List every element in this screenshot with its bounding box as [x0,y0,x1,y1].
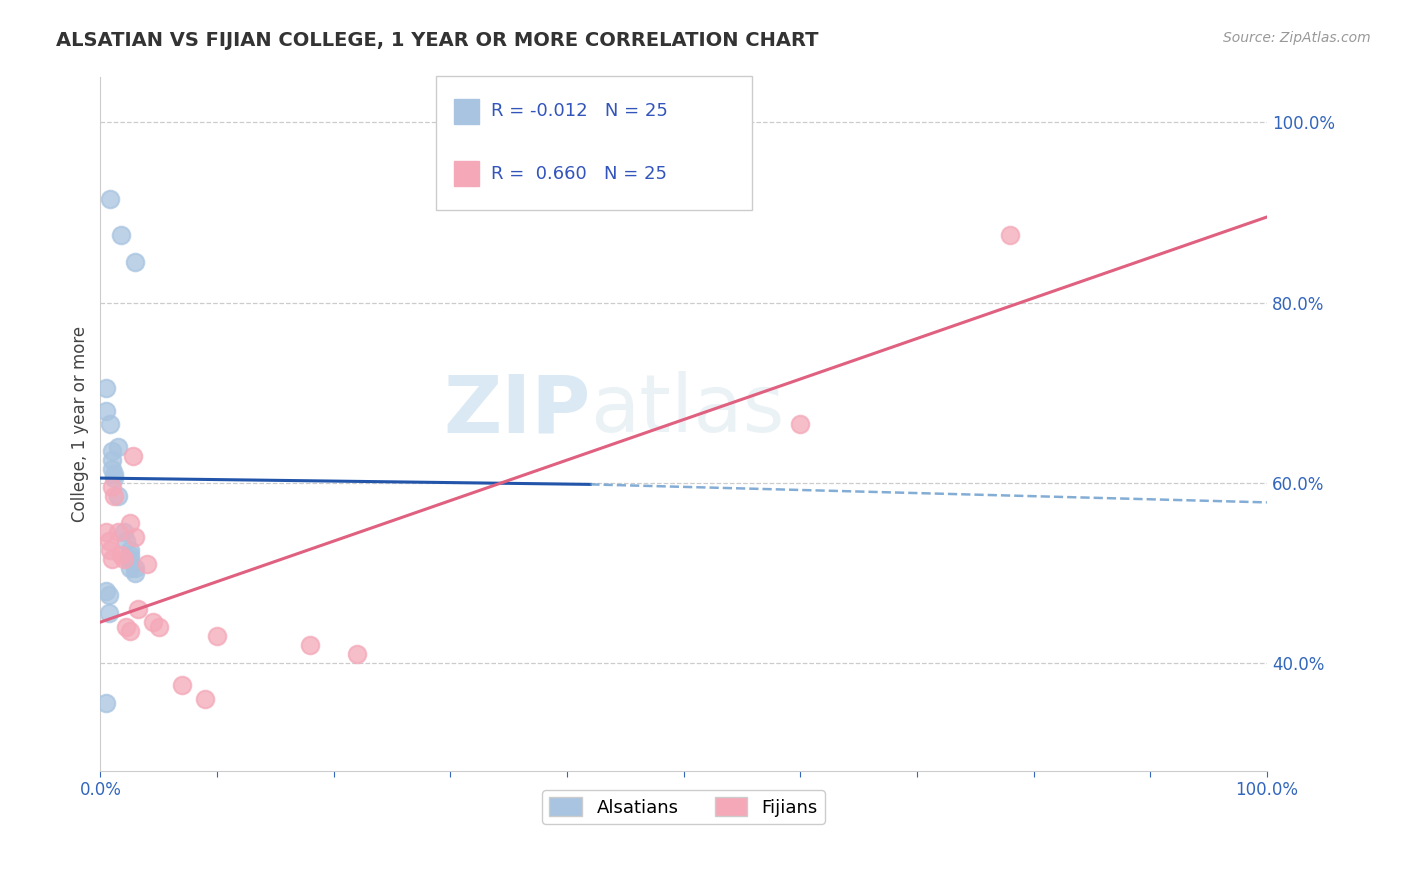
Point [299,638,322,652]
Point [115,534,138,549]
Point [136,557,159,571]
Point [97,606,120,620]
Text: ZIP: ZIP [443,371,591,450]
Point [124,530,146,544]
Point [789,417,811,431]
Point [97,534,120,549]
Point [110,227,132,242]
Point [148,620,170,634]
Point [101,462,124,476]
Point [115,620,138,634]
Point [98,543,121,558]
Legend: Alsatians, Fijians: Alsatians, Fijians [543,790,825,824]
Point [122,449,145,463]
Point [124,561,146,575]
Point [118,624,141,639]
Point [112,525,135,540]
Point [124,255,146,269]
Text: atlas: atlas [591,371,785,450]
Point [346,647,368,661]
Point [107,440,129,454]
Point [118,548,141,562]
Text: R =  0.660   N = 25: R = 0.660 N = 25 [491,165,666,183]
Point [101,552,124,566]
Point [170,678,193,692]
Point [205,629,228,643]
Y-axis label: College, 1 year or more: College, 1 year or more [72,326,89,522]
Text: ALSATIAN VS FIJIAN COLLEGE, 1 YEAR OR MORE CORRELATION CHART: ALSATIAN VS FIJIAN COLLEGE, 1 YEAR OR MO… [56,31,818,50]
Point [96,381,118,395]
Point [194,691,217,706]
Point [110,548,132,562]
Point [118,516,141,530]
Point [142,615,165,629]
Point [118,552,141,566]
Point [107,489,129,503]
Point [96,403,118,417]
Point [103,471,125,485]
Point [101,480,124,494]
Text: R = -0.012   N = 25: R = -0.012 N = 25 [491,103,668,120]
Point [124,566,146,580]
Point [107,525,129,540]
Point [96,583,118,598]
Point [101,444,124,458]
Point [103,467,125,481]
Point [101,453,124,467]
Point [127,601,149,615]
Point [98,417,121,431]
Point [96,696,118,710]
Point [118,561,141,575]
Text: Source: ZipAtlas.com: Source: ZipAtlas.com [1223,31,1371,45]
Point [98,192,121,206]
Point [97,588,120,602]
Point [112,552,135,566]
Point [118,543,141,558]
Point [103,489,125,503]
Point [96,525,118,540]
Point [1000,227,1022,242]
